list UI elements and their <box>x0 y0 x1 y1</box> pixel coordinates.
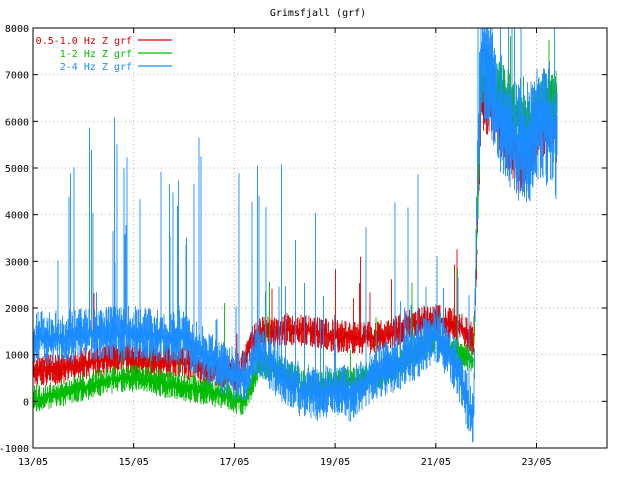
plot-frame <box>32 27 608 449</box>
x-tick-label: 23/05 <box>521 457 551 468</box>
y-tick-label: 7000 <box>5 71 29 82</box>
x-tick-label: 15/05 <box>119 457 149 468</box>
y-tick-label: 0 <box>23 397 29 408</box>
y-tick-label: 5000 <box>5 164 29 175</box>
x-tick-label: 19/05 <box>320 457 350 468</box>
x-tick-label: 13/05 <box>18 457 48 468</box>
legend-label: 2-4 Hz Z grf <box>60 62 132 73</box>
y-tick-label: 1000 <box>5 351 29 362</box>
legend-label: 0.5-1.0 Hz Z grf <box>36 36 132 47</box>
y-tick-label: -1000 <box>0 444 29 455</box>
y-tick-label: 4000 <box>5 211 29 222</box>
chart-title: Grimsfjall (grf) <box>270 8 366 19</box>
y-tick-label: 8000 <box>5 24 29 35</box>
legend-label: 1-2 Hz Z grf <box>60 49 132 60</box>
y-tick-label: 2000 <box>5 304 29 315</box>
x-tick-label: 21/05 <box>421 457 451 468</box>
y-tick-label: 6000 <box>5 117 29 128</box>
legend: 0.5-1.0 Hz Z grf 1-2 Hz Z grf 2-4 Hz Z grf <box>36 36 172 73</box>
series-lines <box>32 28 558 443</box>
axes: -1000 0 1000 2000 3000 4000 5000 6000 7000 8000 13… <box>0 24 608 468</box>
y-tick-label: 3000 <box>5 257 29 268</box>
x-tick-label: 17/05 <box>219 457 249 468</box>
